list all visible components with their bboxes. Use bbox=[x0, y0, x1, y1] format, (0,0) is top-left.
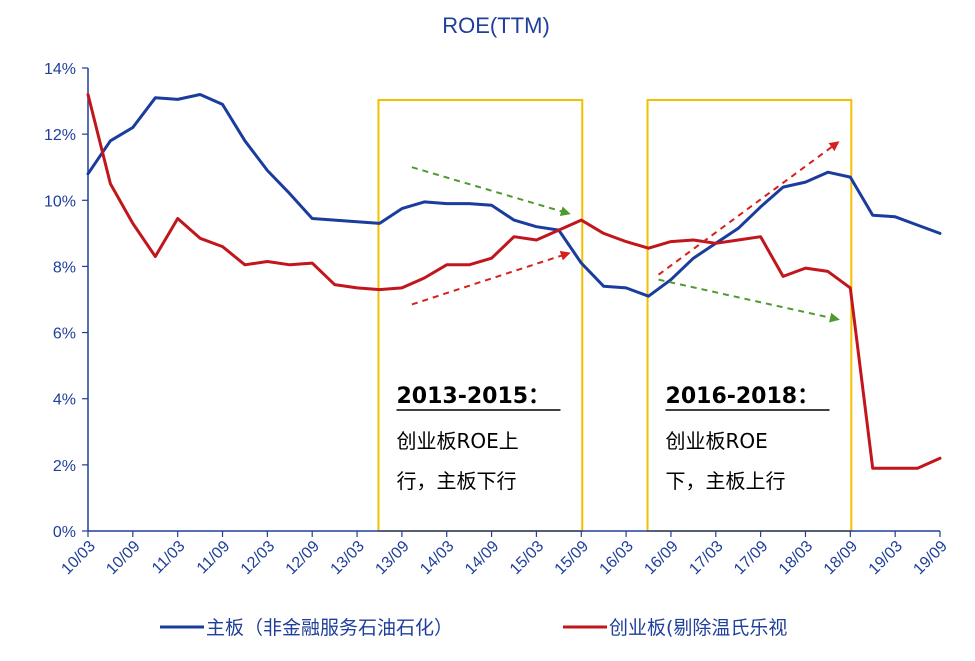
y-tick-label: 2% bbox=[53, 458, 76, 475]
y-tick-label: 10% bbox=[44, 193, 76, 210]
x-tick-label: 17/03 bbox=[686, 538, 726, 578]
annotation-heading-2: 2016-2018： bbox=[666, 384, 820, 409]
annotation-text-line: 行，主板下行 bbox=[396, 469, 516, 493]
x-tick-label: 16/03 bbox=[597, 538, 637, 578]
legend-label-1: 主板（非金融服务石油石化） bbox=[206, 617, 453, 639]
green-trend-arrow-1 bbox=[411, 166, 571, 217]
x-tick-label: 10/03 bbox=[58, 538, 98, 578]
red-trend-arrow-2 bbox=[411, 250, 571, 306]
x-tick-label: 13/09 bbox=[372, 538, 412, 578]
y-tick-label: 12% bbox=[44, 127, 76, 144]
green-trend-arrow-4 bbox=[658, 278, 840, 323]
x-tick-label: 13/03 bbox=[328, 538, 368, 578]
x-tick-label: 18/03 bbox=[776, 538, 816, 578]
y-tick-label: 14% bbox=[44, 61, 76, 78]
x-tick-label: 12/03 bbox=[238, 538, 278, 578]
x-tick-label: 15/03 bbox=[507, 538, 547, 578]
y-tick-label: 4% bbox=[53, 392, 76, 409]
annotation-text-line: 下，主板上行 bbox=[666, 469, 786, 493]
annotation-text-line: 创业板ROE bbox=[666, 429, 768, 453]
y-tick-label: 6% bbox=[53, 326, 76, 343]
y-tick-label: 8% bbox=[53, 259, 76, 276]
chart-title: ROE(TTM) bbox=[442, 13, 550, 38]
series-line-chinext bbox=[86, 93, 942, 470]
annotation-heading-1: 2013-2015： bbox=[396, 384, 550, 409]
x-tick-label: 11/03 bbox=[149, 538, 189, 578]
x-tick-label: 15/09 bbox=[552, 538, 592, 578]
x-tick-label: 14/03 bbox=[417, 538, 457, 578]
x-tick-label: 19/09 bbox=[910, 538, 950, 578]
annotation-text-line: 创业板ROE上 bbox=[396, 429, 518, 453]
x-tick-label: 10/09 bbox=[103, 538, 143, 578]
series-line-main-board bbox=[86, 93, 942, 298]
legend-label-2: 创业板(剔除温氏乐视 bbox=[609, 617, 787, 639]
x-tick-label: 19/03 bbox=[866, 538, 906, 578]
x-tick-label: 18/09 bbox=[821, 538, 861, 578]
x-tick-label: 16/09 bbox=[641, 538, 681, 578]
annotation-box-1 bbox=[377, 99, 584, 532]
y-tick-label: 0% bbox=[53, 524, 76, 541]
x-tick-label: 12/09 bbox=[283, 538, 323, 578]
x-tick-label: 14/09 bbox=[462, 538, 502, 578]
x-tick-label: 17/09 bbox=[731, 538, 771, 578]
x-tick-label: 11/09 bbox=[194, 538, 234, 578]
red-trend-arrow-3 bbox=[657, 141, 840, 276]
